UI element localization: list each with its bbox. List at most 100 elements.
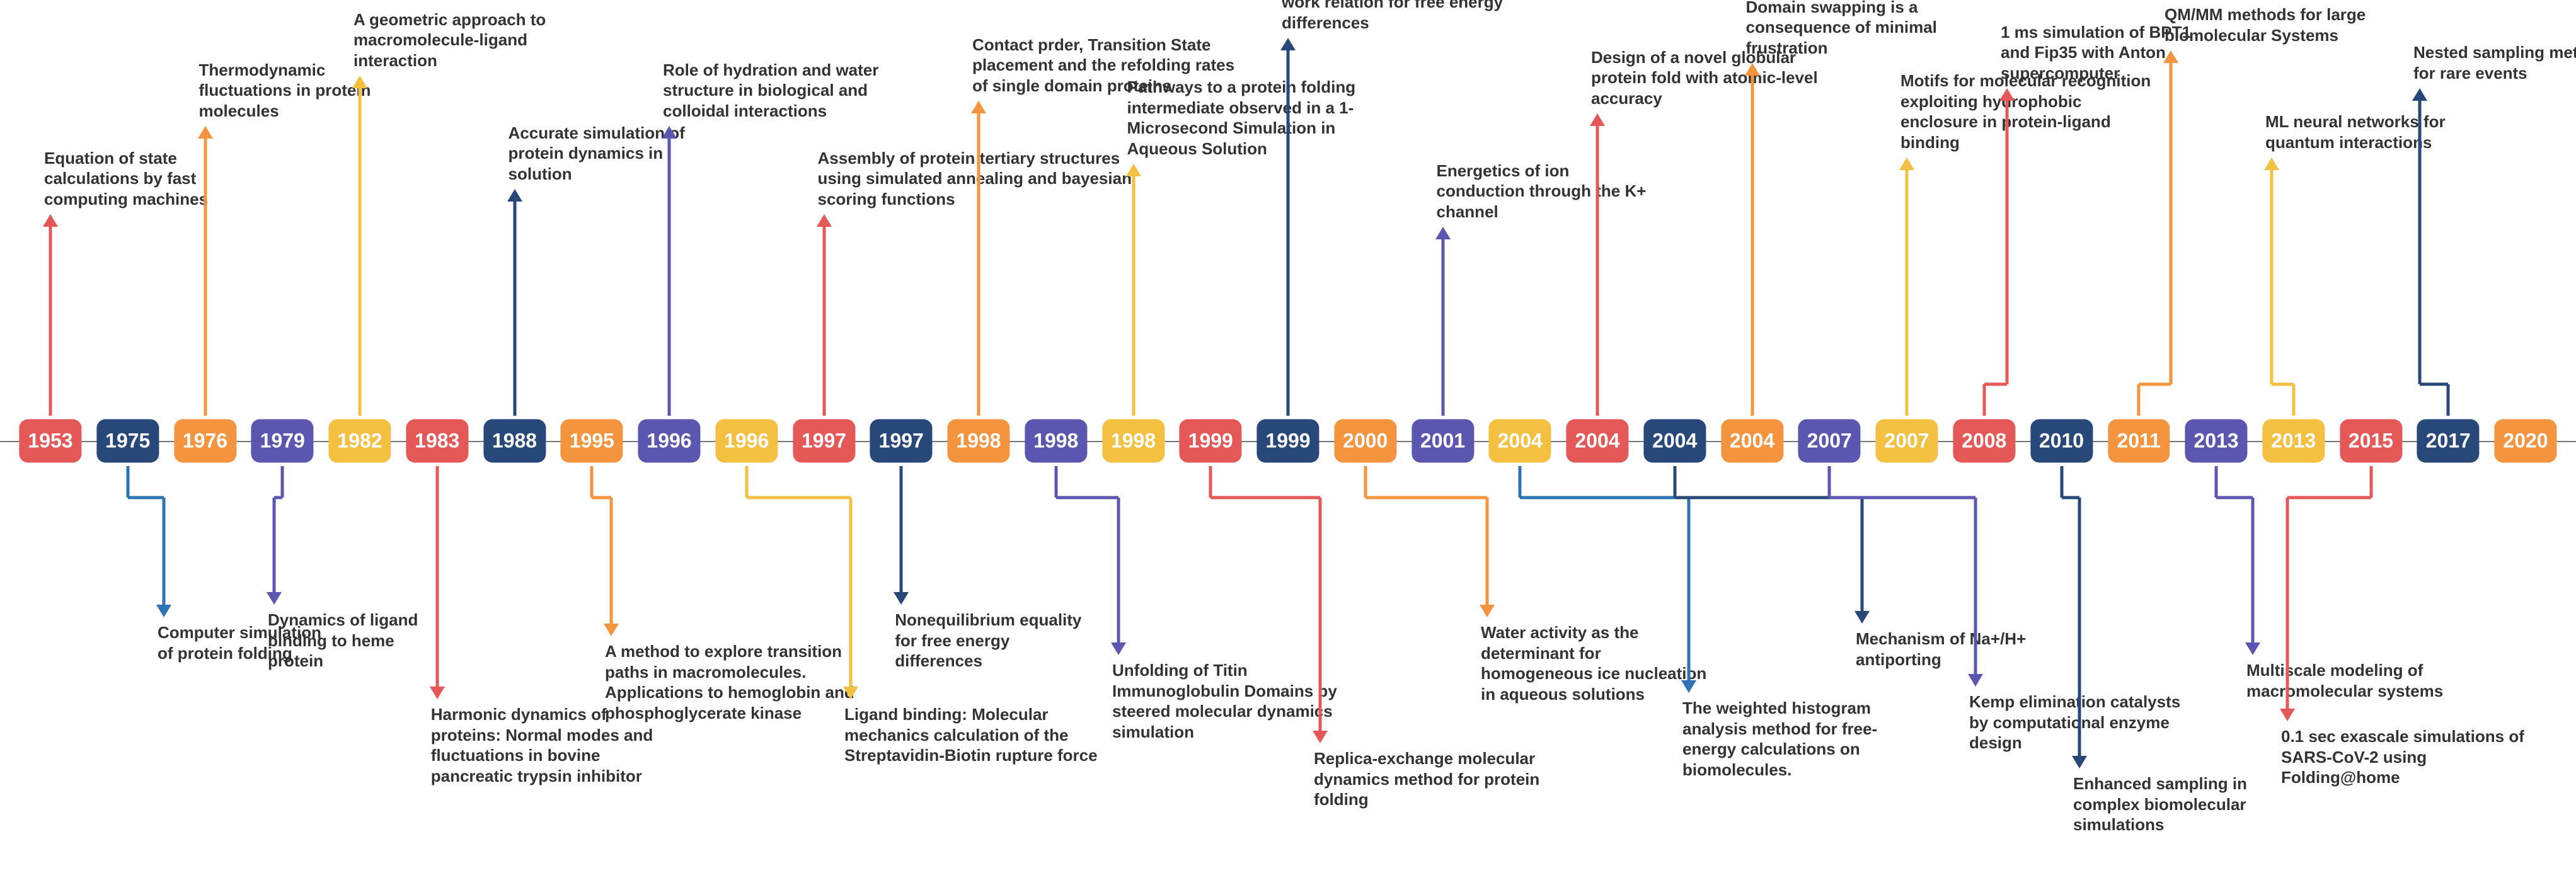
year-box: 1997 [793,419,855,463]
arrowhead-icon [1854,611,1870,624]
timeline-elbow [2137,384,2141,416]
timeline-elbow [2447,384,2450,416]
arrowhead-icon [156,605,171,617]
year-box: 1988 [483,419,546,463]
timeline-label: ML neural networks for quantum interacti… [2265,111,2467,152]
timeline-elbow [1974,498,1977,674]
timeline-arrow [822,227,825,416]
timeline-arrow [977,113,980,416]
timeline-label: A method to explore transition paths in … [605,641,870,723]
arrowhead-icon [894,592,909,605]
year-box: 1995 [561,419,623,463]
year-box: 2013 [2185,419,2247,463]
timeline-arrow [900,466,903,592]
timeline-elbow [849,498,853,687]
arrowhead-icon [2245,642,2260,655]
timeline-elbow [745,466,748,498]
timeline-arrow [1132,176,1135,416]
timeline-elbow [2287,496,2371,499]
arrowhead-icon [1899,157,1914,170]
year-box: 2007 [1875,419,1938,463]
timeline-arrow [1287,50,1290,416]
timeline-arrow [1751,76,1754,416]
timeline-elbow [2006,101,2009,384]
timeline-elbow [592,496,611,499]
timeline-elbow [2078,498,2081,756]
timeline-elbow [2286,498,2289,709]
timeline-arrow [1906,170,1909,416]
arrowhead-icon [352,76,367,88]
arrowhead-icon [1745,63,1760,76]
year-box: 1996 [638,419,700,463]
timeline-elbow [1828,466,1831,498]
timeline-label: Role of hydration and water structure in… [663,60,890,122]
arrowhead-icon [1313,731,1328,743]
year-box: 1999 [1180,419,1242,463]
timeline-elbow [1056,496,1118,499]
year-box: 2000 [1334,419,1396,463]
arrowhead-icon [2163,50,2178,63]
timeline-elbow [2060,466,2063,498]
timeline-elbow [2272,383,2294,386]
arrowhead-icon [198,126,213,139]
arrowhead-icon [2264,157,2279,170]
year-box: 1997 [870,419,933,463]
year-box: 1998 [1025,419,1087,463]
arrowhead-icon [43,214,58,227]
year-box: 2020 [2494,419,2556,463]
timeline-arrow [435,466,439,687]
timeline-label: Unfolding of Titin Immunoglobulin Domain… [1112,660,1352,742]
timeline-elbow [610,498,613,624]
arrowhead-icon [1280,38,1296,50]
arrowhead-icon [1968,674,1983,687]
timeline-label: Domain swapping is a consequence of mini… [1746,0,1948,58]
year-box: 1996 [715,419,778,463]
timeline-label: Water activity as the determinant for ho… [1481,622,1708,704]
timeline-label: Pathways to a protein folding intermedia… [1127,77,1405,159]
timeline-arrow [1596,126,1599,416]
arrowhead-icon [604,624,619,636]
timeline-label: Accurate simulation of protein dynamics … [509,123,710,185]
year-box: 1976 [174,419,236,463]
timeline-elbow [2418,101,2422,384]
year-box: 2013 [2262,419,2325,463]
year-box: 1983 [406,419,468,463]
arrowhead-icon [2072,756,2087,768]
timeline-elbow [163,498,166,605]
timeline-label: 0.1 sec exascale simulations of SARS-CoV… [2281,726,2546,788]
timeline-label: Equation of state calculations by fast c… [44,148,239,210]
timeline-arrow [359,88,362,416]
year-box: 2008 [1953,419,2015,463]
timeline-arrow [49,227,52,416]
timeline-elbow [1486,498,1489,605]
year-box: 2010 [2030,419,2093,463]
timeline-elbow [281,466,284,498]
arrowhead-icon [817,214,832,227]
arrowhead-icon [1111,642,1126,655]
year-box: 2004 [1489,419,1551,463]
year-box: 1999 [1256,419,1319,463]
timeline-label: QM/MM methods for large biomolecular Sys… [2165,4,2379,45]
timeline-elbow [1984,383,2007,386]
timeline-elbow [1117,498,1120,642]
timeline-label: Dynamics of ligand binding to heme prote… [268,610,432,671]
timeline-elbow [1364,466,1367,498]
timeline-elbow [1054,466,1057,498]
timeline-elbow [1209,466,1212,498]
timeline-label: Entropy production fluctuation theorem a… [1282,0,1572,33]
timeline-label: Energetics of ion conduction through the… [1437,161,1651,222]
timeline-label: Replica-exchange molecular dynamics meth… [1314,748,1541,810]
arrowhead-icon [507,189,522,202]
arrowhead-icon [1681,680,1696,693]
year-box: 2017 [2417,419,2480,463]
year-box: 1982 [328,419,391,463]
timeline-label: Mechanism of Na+/H+ antiporting [1856,629,2045,670]
timeline-elbow [1520,496,1689,499]
arrowhead-icon [1590,113,1605,126]
timeline-elbow [2215,466,2218,498]
year-box: 2015 [2340,419,2402,463]
timeline-arrow [513,202,516,416]
timeline-label: Assembly of protein tertiary structures … [818,148,1133,210]
timeline-elbow [590,466,594,498]
timeline-elbow [2139,383,2171,386]
